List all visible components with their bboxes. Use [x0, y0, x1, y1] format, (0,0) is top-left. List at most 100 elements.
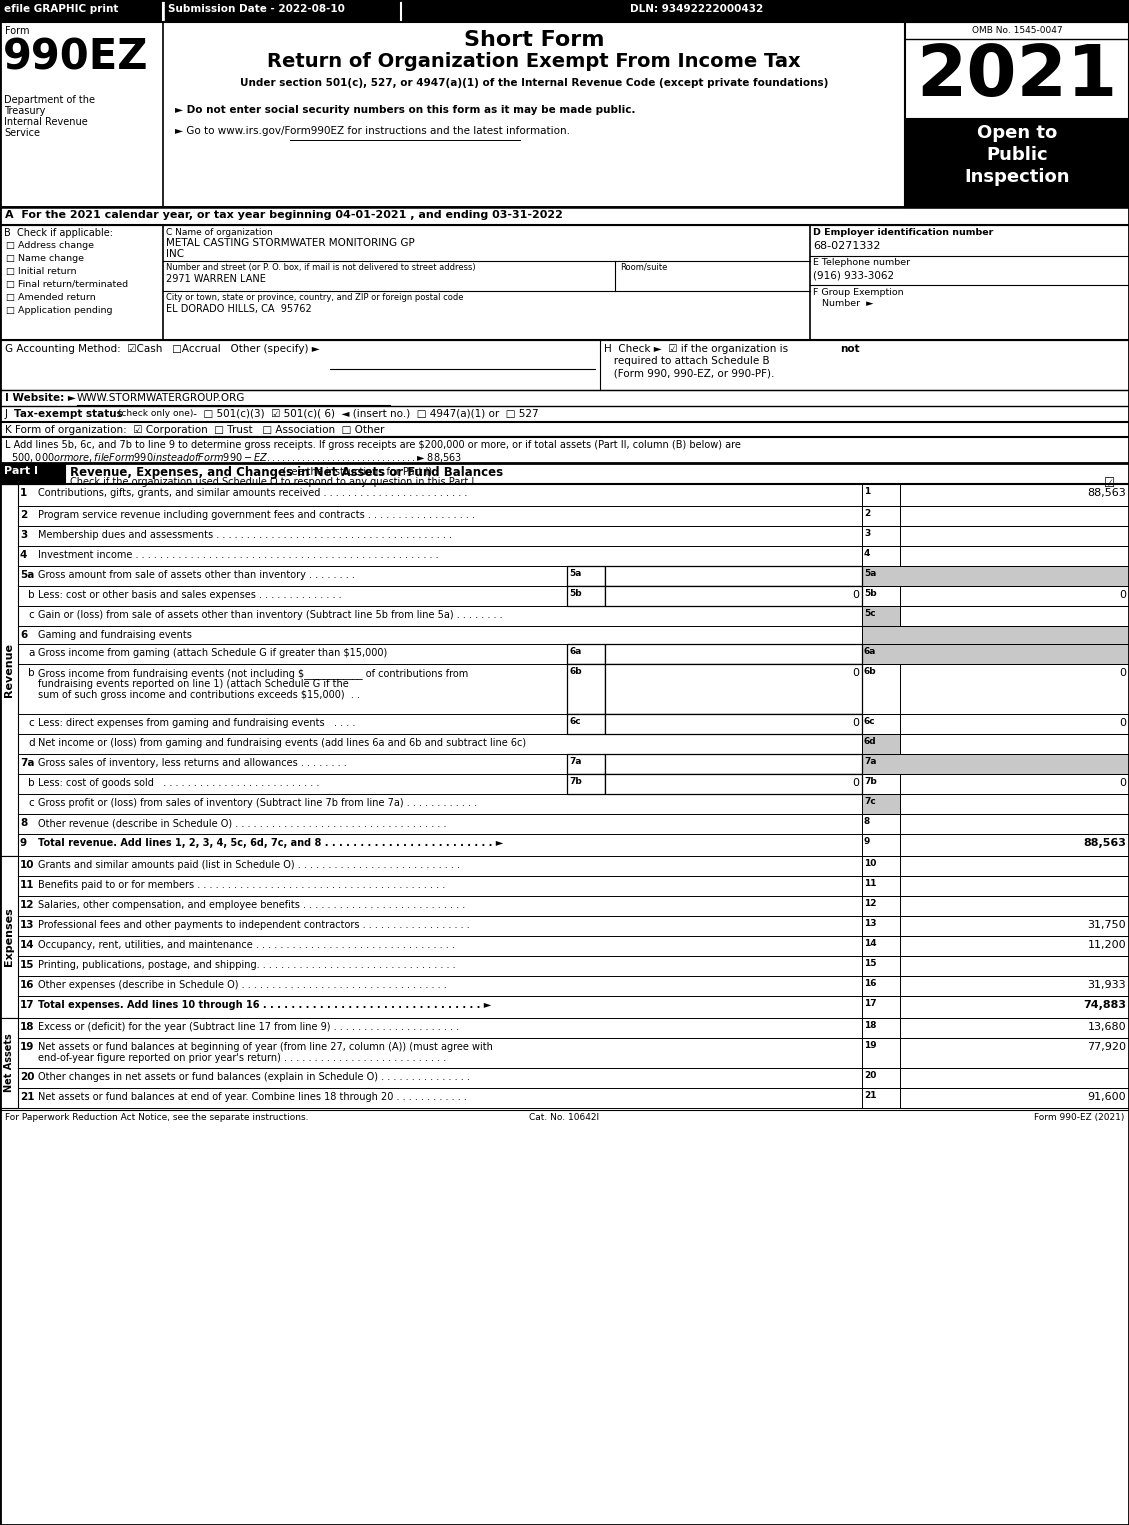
Text: Net assets or fund balances at beginning of year (from line 27, column (A)) (mus: Net assets or fund balances at beginning… [38, 1042, 493, 1052]
Bar [905, 117, 1129, 207]
Text: Revenue, Expenses, and Changes in Net Assets or Fund Balances: Revenue, Expenses, and Changes in Net As… [70, 467, 504, 479]
Text: 5a: 5a [864, 569, 876, 578]
Text: Less: direct expenses from gaming and fundraising events   . . . .: Less: direct expenses from gaming and fu… [38, 718, 356, 727]
Text: For Paperwork Reduction Act Notice, see the separate instructions.: For Paperwork Reduction Act Notice, see … [5, 1113, 308, 1122]
Bar [863, 546, 900, 566]
Text: 12: 12 [20, 900, 35, 910]
Text: H  Check ►  ☑ if the organization is: H Check ► ☑ if the organization is [604, 345, 791, 354]
Bar [900, 795, 1129, 814]
Bar [900, 856, 1129, 875]
Bar [863, 976, 900, 996]
Bar [900, 1068, 1129, 1087]
Text: 74,883: 74,883 [1083, 1000, 1126, 1010]
Text: Other revenue (describe in Schedule O) . . . . . . . . . . . . . . . . . . . . .: Other revenue (describe in Schedule O) .… [38, 817, 446, 828]
Text: 8: 8 [20, 817, 27, 828]
Text: D Employer identification number: D Employer identification number [813, 229, 994, 236]
Text: 990EZ: 990EZ [3, 37, 149, 78]
Text: 77,920: 77,920 [1087, 1042, 1126, 1052]
Text: 9: 9 [864, 837, 870, 846]
Text: G Accounting Method:  ☑Cash   □Accrual   Other (specify) ►: G Accounting Method: ☑Cash □Accrual Othe… [5, 345, 320, 354]
Text: WWW.STORMWATERGROUP.ORG: WWW.STORMWATERGROUP.ORG [77, 393, 245, 403]
Bar [900, 483, 1129, 506]
Bar [863, 936, 900, 956]
Text: Under section 501(c), 527, or 4947(a)(1) of the Internal Revenue Code (except pr: Under section 501(c), 527, or 4947(a)(1)… [239, 78, 829, 88]
Text: 15: 15 [20, 961, 35, 970]
Text: E Telephone number: E Telephone number [813, 258, 910, 267]
Text: Tax-exempt status: Tax-exempt status [14, 409, 123, 419]
Text: fundraising events reported on line 1) (attach Schedule G if the: fundraising events reported on line 1) (… [38, 679, 349, 689]
Text: B  Check if applicable:: B Check if applicable: [5, 229, 113, 238]
Text: 5a: 5a [20, 570, 34, 580]
Text: 19: 19 [864, 1042, 876, 1051]
Bar [905, 21, 1129, 207]
Text: DLN: 93492222000432: DLN: 93492222000432 [630, 5, 763, 14]
Text: -  □ 501(c)(3)  ☑ 501(c)( 6)  ◄ (insert no.)  □ 4947(a)(1) or  □ 527: - □ 501(c)(3) ☑ 501(c)( 6) ◄ (insert no.… [190, 409, 539, 419]
Text: 5a: 5a [569, 569, 581, 578]
Text: Printing, publications, postage, and shipping. . . . . . . . . . . . . . . . . .: Printing, publications, postage, and shi… [38, 961, 456, 970]
Bar [900, 936, 1129, 956]
Text: b: b [28, 590, 35, 599]
Bar [900, 1087, 1129, 1109]
Bar [863, 1019, 900, 1039]
Text: Revenue: Revenue [5, 644, 14, 697]
Text: 2021: 2021 [917, 43, 1118, 111]
Text: c: c [28, 718, 34, 727]
Bar [900, 875, 1129, 897]
Text: 17: 17 [20, 1000, 35, 1010]
Text: 7a: 7a [864, 756, 876, 766]
Text: 68-0271332: 68-0271332 [813, 241, 881, 252]
Text: 17: 17 [864, 999, 876, 1008]
Text: 20: 20 [20, 1072, 35, 1083]
Text: 13: 13 [864, 920, 876, 929]
Text: EL DORADO HILLS, CA  95762: EL DORADO HILLS, CA 95762 [166, 303, 312, 314]
Text: 16: 16 [20, 981, 35, 990]
Text: Open to
Public
Inspection: Open to Public Inspection [964, 124, 1070, 186]
Text: Short Form: Short Form [464, 30, 604, 50]
Bar [0, 0, 163, 21]
Bar [900, 605, 1129, 625]
Bar [863, 917, 900, 936]
Text: (916) 933-3062: (916) 933-3062 [813, 270, 894, 281]
Text: Occupancy, rent, utilities, and maintenance . . . . . . . . . . . . . . . . . . : Occupancy, rent, utilities, and maintena… [38, 939, 455, 950]
Bar [567, 775, 605, 795]
Text: Investment income . . . . . . . . . . . . . . . . . . . . . . . . . . . . . . . : Investment income . . . . . . . . . . . … [38, 551, 439, 560]
Text: Total revenue. Add lines 1, 2, 3, 4, 5c, 6d, 7c, and 8 . . . . . . . . . . . . .: Total revenue. Add lines 1, 2, 3, 4, 5c,… [38, 839, 504, 848]
Text: Treasury: Treasury [5, 107, 45, 116]
Text: Gain or (loss) from sale of assets other than inventory (Subtract line 5b from l: Gain or (loss) from sale of assets other… [38, 610, 502, 621]
Text: 8: 8 [864, 817, 870, 827]
Text: Check if the organization used Schedule O to respond to any question in this Par: Check if the organization used Schedule … [70, 477, 628, 486]
Bar [863, 1068, 900, 1087]
Text: Gaming and fundraising events: Gaming and fundraising events [38, 630, 192, 640]
Text: not: not [840, 345, 859, 354]
Text: City or town, state or province, country, and ZIP or foreign postal code: City or town, state or province, country… [166, 293, 464, 302]
Text: 6: 6 [20, 630, 27, 640]
Text: b: b [28, 778, 35, 788]
Text: 5c: 5c [864, 608, 876, 618]
Bar [605, 566, 863, 586]
Bar [567, 714, 605, 734]
Text: 19: 19 [20, 1042, 34, 1052]
Text: METAL CASTING STORMWATER MONITORING GP: METAL CASTING STORMWATER MONITORING GP [166, 238, 414, 249]
Text: 20: 20 [864, 1071, 876, 1080]
Bar [863, 1087, 900, 1109]
Text: 0: 0 [852, 668, 859, 679]
Bar [605, 586, 863, 605]
Bar [567, 644, 605, 663]
Text: C Name of organization: C Name of organization [166, 229, 273, 236]
Text: (see the instructions for Part I): (see the instructions for Part I) [70, 467, 432, 476]
Text: 12: 12 [864, 900, 876, 907]
Text: 31,750: 31,750 [1087, 920, 1126, 930]
Text: 3: 3 [864, 529, 870, 538]
Text: Department of the: Department of the [5, 95, 95, 105]
Text: 11: 11 [20, 880, 35, 891]
Bar [0, 226, 1129, 340]
Bar [567, 753, 605, 775]
Text: ► Go to www.irs.gov/Form990EZ for instructions and the latest information.: ► Go to www.irs.gov/Form990EZ for instru… [175, 127, 570, 136]
Text: OMB No. 1545-0047: OMB No. 1545-0047 [972, 26, 1062, 35]
Text: Gross profit or (loss) from sales of inventory (Subtract line 7b from line 7a) .: Gross profit or (loss) from sales of inv… [38, 798, 478, 808]
Bar [0, 0, 1129, 21]
Text: J: J [5, 409, 11, 419]
Bar [863, 814, 900, 834]
Text: Contributions, gifts, grants, and similar amounts received . . . . . . . . . . .: Contributions, gifts, grants, and simila… [38, 488, 467, 499]
Text: Gross income from gaming (attach Schedule G if greater than $15,000): Gross income from gaming (attach Schedul… [38, 648, 387, 657]
